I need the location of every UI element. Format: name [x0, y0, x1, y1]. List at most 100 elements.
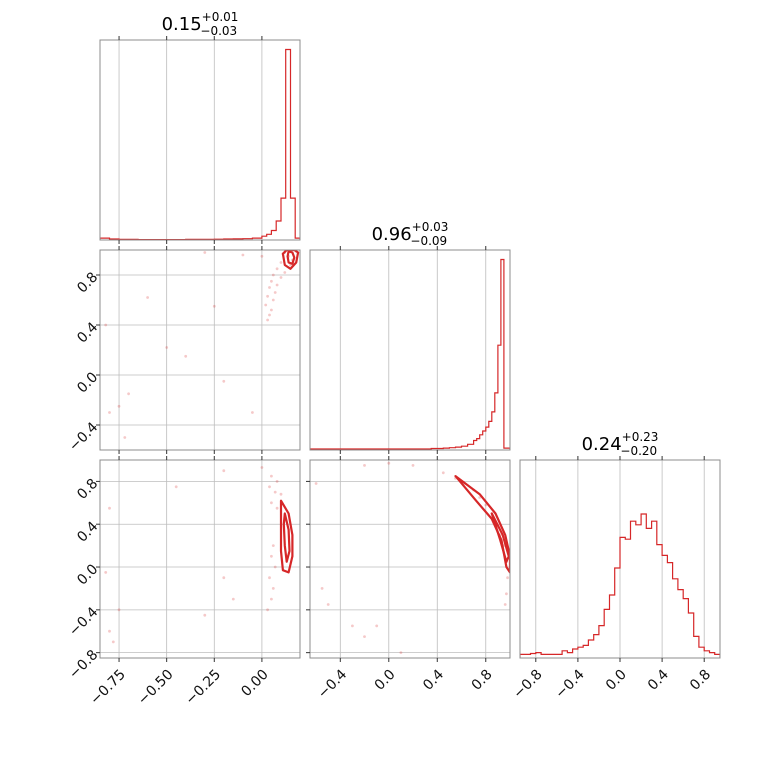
- title-plus: +0.23: [622, 430, 659, 444]
- y-tick-label: 0.0: [74, 369, 101, 396]
- contour-level-2: [490, 512, 510, 563]
- scatter-point: [273, 565, 277, 569]
- title-median: 0.96: [372, 224, 412, 245]
- histogram-step-line: [520, 513, 720, 658]
- title-minus: −0.03: [200, 24, 237, 38]
- scatter-point: [314, 482, 318, 485]
- x-tick-label: −0.8: [510, 667, 545, 702]
- x-tick-label: 0.0: [372, 667, 399, 694]
- hist-1-title: 0.96+0.03 −0.09: [372, 220, 449, 248]
- y-tick-label: 0.4: [74, 518, 101, 545]
- scatter-point: [326, 603, 330, 606]
- x-tick-label: 0.8: [687, 667, 714, 694]
- scatter-point: [271, 298, 275, 302]
- scatter-1-0-marks: [104, 250, 300, 439]
- y-tick-label: 0.0: [74, 561, 101, 588]
- scatter-point: [375, 624, 379, 628]
- scatter-point: [484, 503, 488, 507]
- contour-level-1: [279, 499, 294, 574]
- scatter-2-1-frame: [309, 459, 511, 659]
- scatter-2-1-grid: [310, 460, 510, 658]
- contour-level-1: [454, 475, 510, 574]
- scatter-point: [184, 354, 188, 358]
- scatter-2-1-marks: [314, 461, 510, 654]
- hist-1-grid: [339, 250, 487, 450]
- scatter-point: [222, 576, 226, 580]
- contour-level-1: [281, 250, 300, 270]
- y-tick-label: 0.4: [74, 319, 101, 346]
- scatter-point: [268, 485, 271, 489]
- hist-2-marks: [520, 513, 720, 658]
- scatter-point: [266, 608, 269, 612]
- scatter-point: [275, 267, 279, 271]
- scatter-point: [104, 323, 108, 327]
- scatter-point: [279, 276, 283, 279]
- title-plus: +0.01: [202, 10, 239, 24]
- scatter-2-0-marks: [104, 466, 294, 644]
- scatter-point: [320, 587, 324, 590]
- scatter-point: [203, 613, 207, 617]
- hist-0-grid: [118, 40, 263, 240]
- scatter-point: [111, 640, 115, 644]
- x-tick-label: −0.25: [183, 667, 225, 709]
- scatter-point: [399, 651, 403, 654]
- scatter-point: [273, 291, 277, 294]
- scatter-point: [127, 392, 130, 396]
- scatter-point: [270, 308, 273, 312]
- scatter-point: [117, 404, 121, 408]
- frame-layer: [99, 39, 721, 659]
- x-tick-label: −0.4: [552, 667, 587, 702]
- title-plus: +0.03: [412, 220, 449, 234]
- scatter-point: [222, 469, 226, 473]
- title-median: 0.24: [582, 434, 622, 455]
- scatter-point: [505, 592, 508, 596]
- scatter-point: [275, 283, 279, 287]
- hist-2-title: 0.24+0.23 −0.20: [582, 430, 659, 458]
- x-tick-label: −0.50: [135, 667, 177, 709]
- contour-level-2: [286, 250, 296, 265]
- scatter-point: [270, 554, 273, 558]
- scatter-point: [275, 480, 279, 483]
- scatter-point: [146, 296, 150, 299]
- x-tick-label: 0.4: [645, 667, 672, 694]
- scatter-point: [117, 608, 121, 612]
- scatter-point: [271, 544, 275, 547]
- histogram-step-line: [310, 258, 510, 450]
- scatter-point: [268, 286, 271, 289]
- hist-1-marks: [310, 258, 510, 450]
- scatter-point: [503, 603, 507, 606]
- scatter-1-0-grid: [100, 250, 300, 450]
- hist-0-title: 0.15+0.01 −0.03: [162, 10, 239, 38]
- scatter-point: [270, 501, 273, 505]
- scatter-point: [271, 587, 275, 590]
- scatter-point: [363, 635, 366, 638]
- scatter-point: [279, 492, 283, 496]
- scatter-point: [231, 597, 235, 601]
- scatter-point: [268, 576, 271, 580]
- scatter-point: [411, 464, 415, 467]
- tick-layer: −0.75 −0.50 −0.25 0.00 −0.4 0.0 0.4 0.8 −0.8 −0.4…: [66, 36, 714, 708]
- scatter-point: [266, 318, 269, 322]
- scatter-point: [271, 273, 275, 277]
- scatter-point: [123, 436, 127, 439]
- scatter-point: [387, 461, 391, 465]
- data-layer: [100, 48, 720, 658]
- title-minus: −0.20: [620, 444, 657, 458]
- scatter-2-0-grid: [100, 460, 300, 658]
- scatter-point: [270, 597, 273, 601]
- scatter-point: [165, 346, 169, 349]
- scatter-point: [283, 271, 287, 274]
- scatter-point: [273, 490, 277, 494]
- title-layer: 0.15+0.01 −0.030.96+0.03 −0.090.24+0.23 −0.…: [162, 10, 659, 458]
- x-tick-label: 0.4: [420, 667, 447, 694]
- scatter-point: [104, 571, 108, 574]
- scatter-point: [251, 411, 254, 414]
- histogram-step-line: [100, 48, 300, 240]
- y-tick-label: 0.8: [74, 476, 101, 503]
- x-tick-label: 0.0: [603, 667, 630, 694]
- scatter-point: [260, 466, 264, 469]
- hist-0-frame: [99, 39, 301, 241]
- scatter-1-0-frame: [99, 249, 301, 451]
- scatter-point: [222, 379, 226, 383]
